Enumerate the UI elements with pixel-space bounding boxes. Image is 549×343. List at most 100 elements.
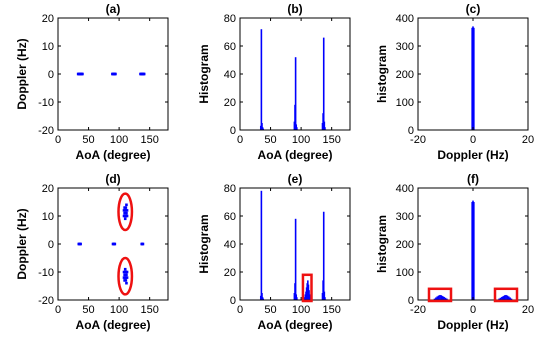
panel-b: 0 50 100 150 0 20 40 60 80 (b) AoA (degree) Histogr… [197,2,351,162]
y-tick-label: 20 [224,97,236,109]
x-tick-label: 0 [237,134,243,146]
x-tick-label: 20 [522,304,534,316]
y-tick-label: 80 [224,13,236,25]
x-tick-label: 50 [82,304,94,316]
x-tick-label: 150 [140,134,158,146]
panel-a: 0 50 100 150 -20 -10 0 10 20 (a) AoA (degree) Doppl… [15,2,169,162]
x-tick-label: 0 [55,134,61,146]
panel-title: (f) [467,172,479,186]
y-tick-label: 40 [224,69,236,81]
y-axis-label: histogram [375,215,389,273]
x-tick-label: 50 [264,134,276,146]
x-tick-label: 20 [522,134,534,146]
point [125,281,128,285]
x-tick-label: 100 [110,134,128,146]
data-layer [77,203,145,285]
x-axis-label: AoA (degree) [76,318,151,332]
panel-e: 0 50 100 150 0 20 40 60 80 (e) AoA (degree) Histogr… [197,172,351,332]
point [141,242,145,246]
point [122,270,126,274]
x-tick-label: -20 [410,134,426,146]
point [122,276,126,279]
x-tick-label: -20 [410,304,426,316]
data-layer [259,29,326,130]
x-tick-label: 0 [237,304,243,316]
y-tick-label: -10 [38,267,54,279]
y-tick-label: 0 [408,125,414,137]
data-layer [433,200,513,300]
y-tick-label: 80 [224,183,236,195]
y-tick-label: 0 [408,295,414,307]
y-tick-label: 0 [48,239,54,251]
point [123,206,126,209]
y-tick-label: 0 [230,125,236,137]
panel-d: 0 50 100 150 -20 -10 0 10 20 (d) AoA (degree) Doppl… [15,172,169,332]
point [124,209,128,212]
x-tick-label: 50 [264,304,276,316]
point [124,276,128,279]
point [123,217,127,221]
point [122,214,126,218]
x-axis-label: AoA (degree) [76,148,151,162]
data-layer [471,26,475,130]
x-tick-label: 0 [470,134,476,146]
y-axis-label: Histogram [197,44,211,103]
y-tick-label: 60 [224,211,236,223]
x-tick-label: 100 [292,134,310,146]
point [122,209,126,212]
y-tick-label: 200 [396,239,414,251]
y-tick-label: 20 [42,183,54,195]
x-tick-label: 50 [82,134,94,146]
y-axis-label: Doppler (Hz) [15,208,29,279]
point [114,72,117,76]
y-tick-label: 300 [396,41,414,53]
panel-title: (e) [288,172,303,186]
data-layer [76,72,146,76]
x-tick-label: 0 [470,304,476,316]
x-tick-label: 0 [55,304,61,316]
panel-title: (d) [105,172,120,186]
y-tick-label: 400 [396,183,414,195]
point [125,214,129,218]
y-tick-label: 0 [48,69,54,81]
highlight-rect [301,273,313,303]
y-tick-label: 10 [42,41,54,53]
y-tick-label: -20 [38,125,54,137]
y-tick-label: 20 [224,267,236,279]
panel-title: (a) [106,2,121,16]
y-tick-label: 20 [42,13,54,25]
point [123,211,127,215]
y-tick-label: 60 [224,41,236,53]
y-axis-label: Doppler (Hz) [15,38,29,109]
point [123,273,127,277]
point [79,242,82,246]
point [81,72,84,76]
panel-title: (b) [287,2,302,16]
point [113,242,117,246]
point [123,279,126,282]
y-axis-label: histogram [375,45,389,103]
y-axis-label: Histogram [197,214,211,273]
y-tick-label: 100 [396,97,414,109]
x-axis-label: Doppler (Hz) [437,318,508,332]
y-tick-label: 0 [230,295,236,307]
x-axis-label: AoA (degree) [258,148,333,162]
point [125,203,128,207]
x-tick-label: 100 [292,304,310,316]
y-tick-label: 200 [396,69,414,81]
y-tick-label: 300 [396,211,414,223]
y-tick-label: 40 [224,239,236,251]
data-layer [259,190,326,300]
x-axis-label: AoA (degree) [258,318,333,332]
y-tick-label: -20 [38,295,54,307]
highlight-ellipse [117,192,134,232]
panel-title: (c) [466,2,481,16]
y-tick-label: 100 [396,267,414,279]
x-axis-label: Doppler (Hz) [437,148,508,162]
x-tick-label: 150 [140,304,158,316]
y-tick-label: 400 [396,13,414,25]
highlight-ellipse [117,256,134,296]
